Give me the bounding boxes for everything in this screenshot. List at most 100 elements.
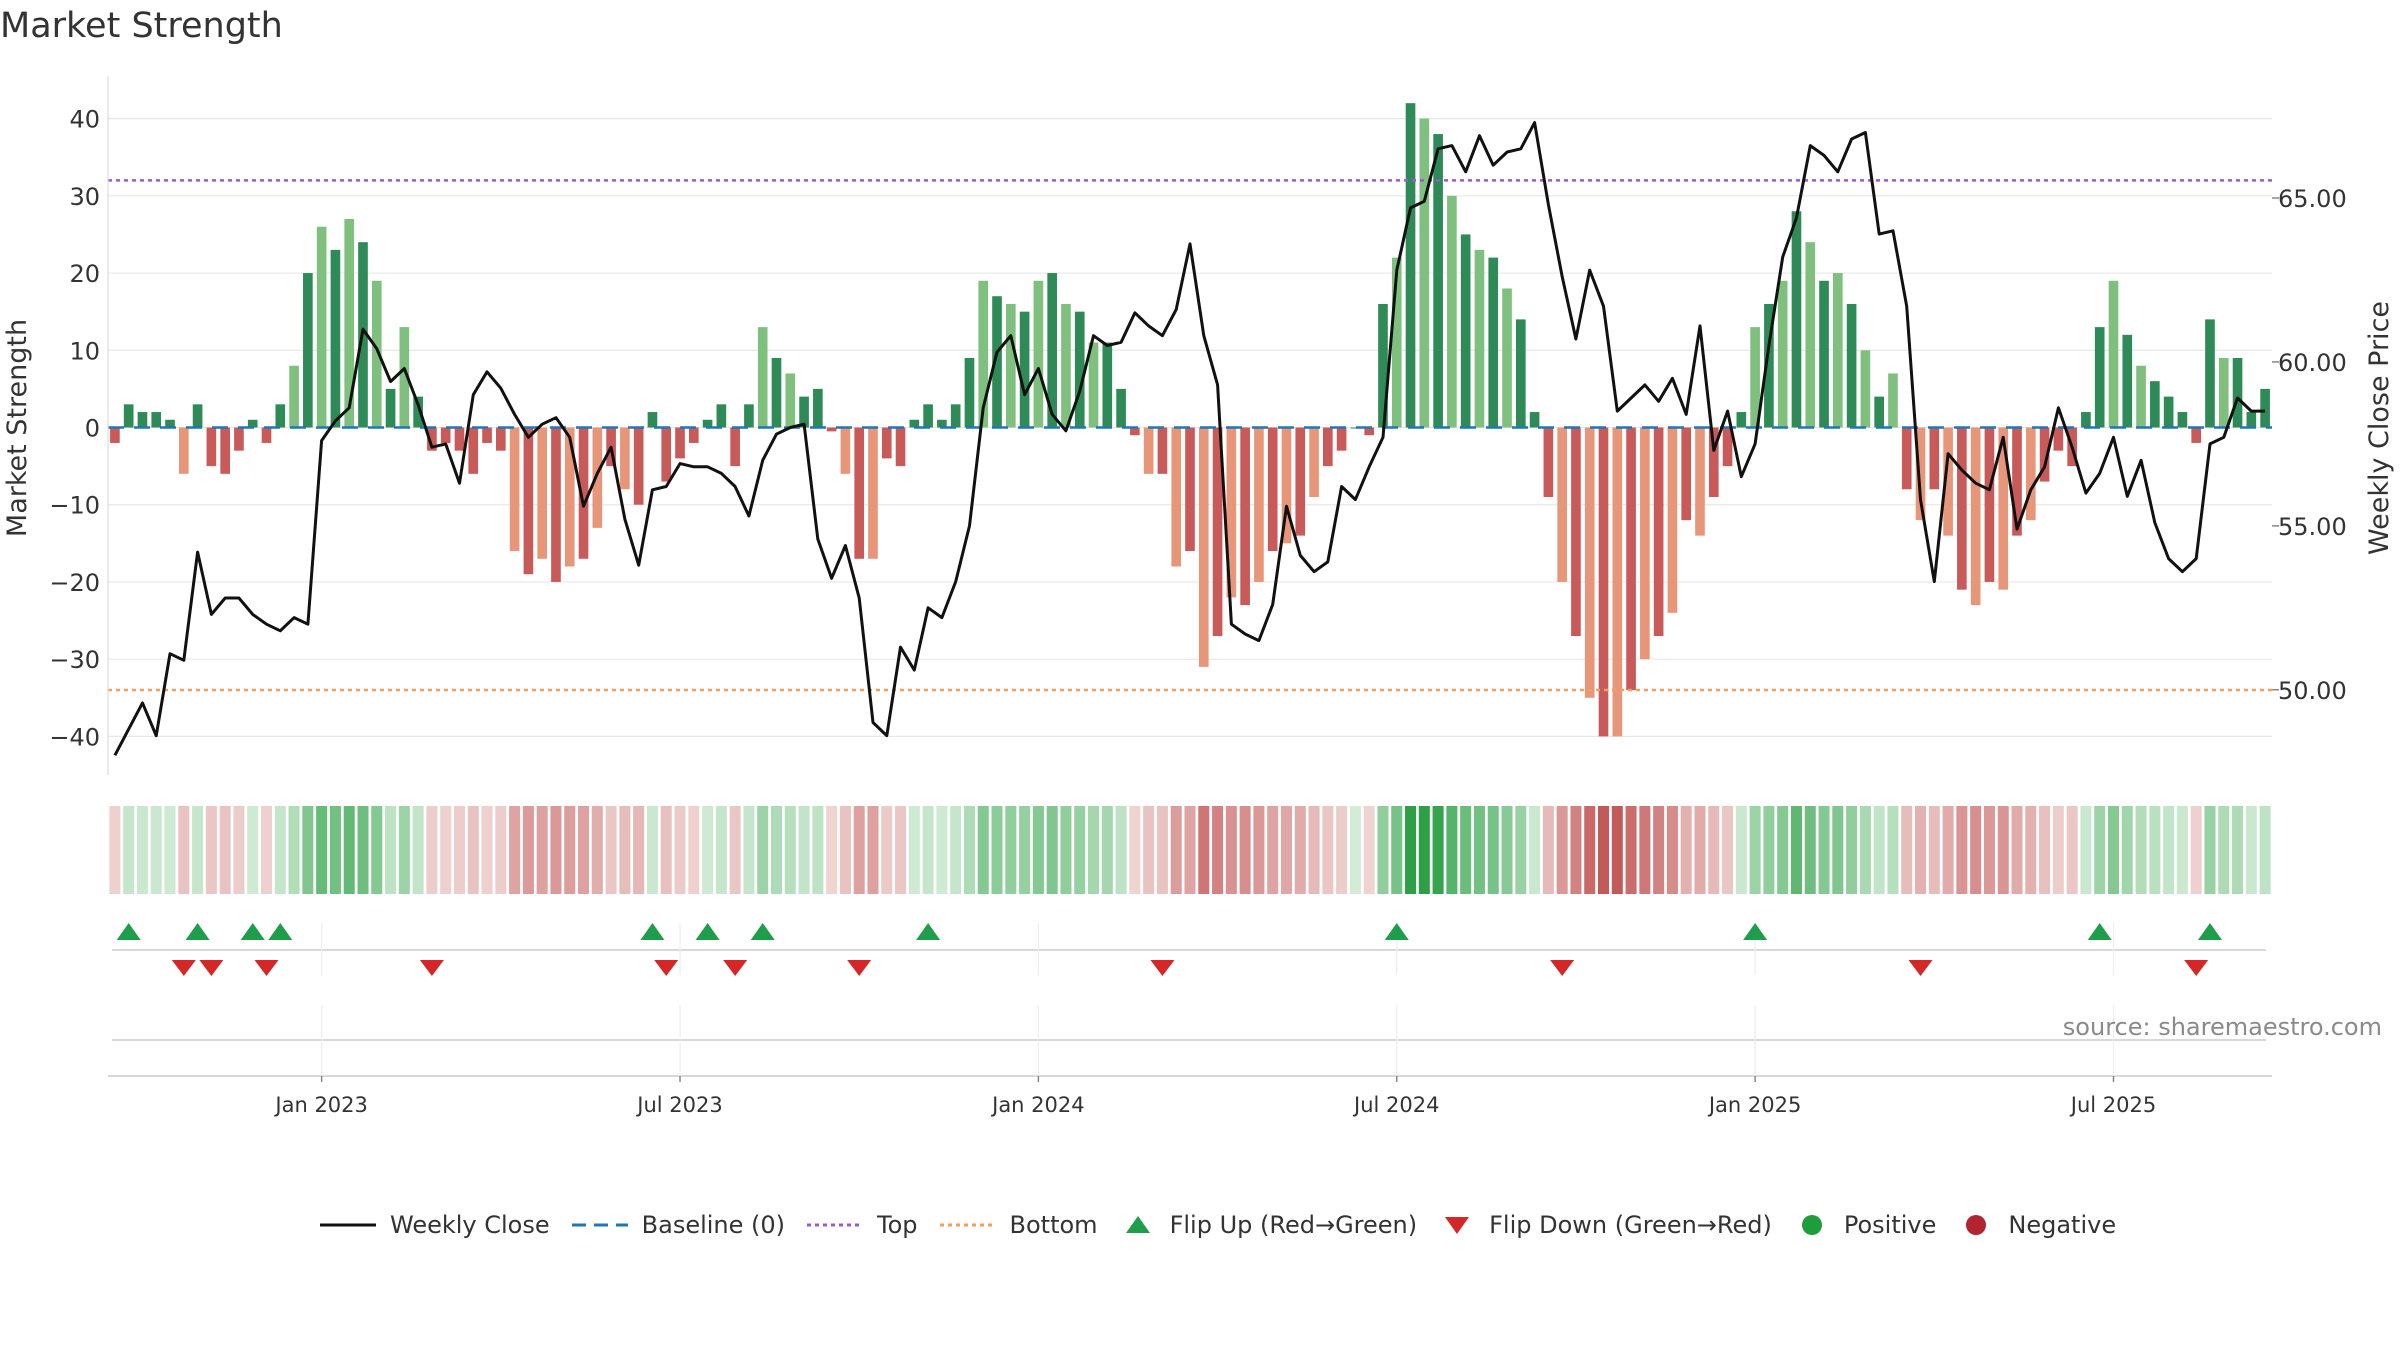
flip-down-marker [199, 960, 224, 976]
strength-bar [537, 427, 548, 559]
legend-label: Baseline (0) [641, 1211, 786, 1239]
heat-cell [1942, 806, 1954, 894]
legend-label: Flip Up (Red→Green) [1169, 1211, 1418, 1239]
strength-bar [1226, 427, 1237, 598]
heat-cell [2135, 806, 2147, 894]
heat-cell [1680, 806, 1692, 894]
heat-cell [2259, 806, 2271, 894]
heat-cell [1170, 806, 1182, 894]
heat-cell [1529, 806, 1541, 894]
strength-bar [881, 427, 892, 459]
heat-cell [1308, 806, 1320, 894]
strength-bar [1791, 211, 1802, 428]
triangle-up-icon [1125, 1216, 1150, 1233]
heat-cell [260, 806, 273, 894]
strength-bar [330, 249, 341, 428]
strength-bar [1708, 427, 1719, 497]
heat-cell [1763, 806, 1775, 894]
strength-bar [275, 404, 286, 428]
strength-bar [2150, 381, 2160, 428]
strength-bar [496, 427, 506, 451]
strength-bar [2163, 396, 2174, 428]
dotted-line-icon [807, 1223, 864, 1227]
right-tick-label: 55.00 [2278, 513, 2347, 541]
heat-cell [288, 806, 300, 894]
heat-cell [578, 806, 590, 894]
strength-bar [440, 427, 451, 443]
heat-cell [757, 806, 769, 894]
heat-cell [619, 806, 631, 894]
left-axis-label: Market Strength [2, 319, 33, 537]
strength-bar [1460, 234, 1471, 428]
flip-up-marker [268, 923, 293, 940]
dotted-line-icon [939, 1223, 996, 1227]
heat-cell [1915, 806, 1927, 894]
legend-item-baseline[interactable]: Baseline (0) [570, 1211, 785, 1239]
axes: 40 30 20 10 0 −10 −20 −30 −40 65.00 60.00 55.00 50.0… [49, 76, 2347, 775]
strength-bar [523, 427, 534, 575]
triangle-down-icon [1445, 1217, 1470, 1234]
heat-cell [2245, 806, 2257, 894]
strength-bar [2177, 412, 2188, 428]
heat-cell [398, 806, 410, 894]
strength-bar [1447, 195, 1457, 428]
right-tick-label: 65.00 [2278, 185, 2347, 213]
legend-item-top[interactable]: Top [805, 1211, 918, 1239]
heat-cell [922, 806, 934, 894]
strength-bar [1543, 427, 1554, 497]
flip-down-marker [254, 960, 279, 976]
strength-bar [192, 404, 203, 428]
heat-cell [1749, 806, 1761, 894]
x-tick-label: Jul 2024 [1352, 1093, 1439, 1117]
flip-down-marker [1150, 960, 1175, 976]
heat-cell [1074, 806, 1086, 894]
legend: Weekly Close Baseline (0) Top Bottom Fli… [318, 1208, 2136, 1242]
strength-bar [1295, 427, 1306, 536]
x-tick-label: Jul 2023 [635, 1093, 722, 1117]
legend-item-negative[interactable]: Negative [1956, 1211, 2116, 1239]
strength-bar [1019, 311, 1030, 428]
legend-item-weekly-close[interactable]: Weekly Close [318, 1211, 550, 1239]
strength-heat-strip [109, 806, 2271, 894]
strength-bar [2260, 388, 2270, 428]
left-tick-label: 0 [85, 415, 100, 443]
flip-down-marker [171, 960, 196, 976]
heat-cell [274, 806, 286, 894]
heat-cell [2080, 806, 2092, 894]
heat-cell [467, 806, 479, 894]
strength-bar [1557, 427, 1567, 582]
heat-cell [509, 806, 521, 894]
heat-cell [192, 806, 204, 894]
strength-bar [234, 427, 244, 451]
legend-item-bottom[interactable]: Bottom [938, 1211, 1098, 1239]
strength-bar [1984, 427, 1995, 582]
strength-bar [1074, 311, 1085, 428]
right-axis-label: Weekly Close Price [2364, 301, 2395, 555]
strength-bar [1777, 280, 1788, 428]
heat-cell [1487, 806, 1499, 894]
heat-cell [1294, 806, 1306, 894]
flip-up-marker [2087, 923, 2112, 940]
heat-cell [1570, 806, 1582, 894]
heat-cell [591, 806, 603, 894]
heat-cell [688, 806, 700, 894]
heat-cell [2149, 806, 2161, 894]
strength-bar [1943, 427, 1953, 536]
strength-bar [2246, 412, 2257, 428]
circle-icon [1801, 1215, 1822, 1235]
heat-cell [453, 806, 465, 894]
flip-down-marker [1550, 960, 1575, 976]
legend-item-flip-down[interactable]: Flip Down (Green→Red) [1437, 1211, 1772, 1239]
legend-item-positive[interactable]: Positive [1792, 1211, 1936, 1239]
legend-item-flip-up[interactable]: Flip Up (Red→Green) [1118, 1211, 1418, 1239]
legend-label: Weekly Close [390, 1211, 550, 1239]
strength-bar [1364, 427, 1375, 436]
heat-cell [1405, 806, 1417, 894]
left-tick-label: 40 [69, 106, 100, 134]
heat-cell [1501, 806, 1513, 894]
heat-cell [426, 806, 438, 894]
left-tick-label: −40 [49, 723, 100, 751]
strength-bar [1515, 319, 1526, 428]
left-tick-label: 30 [69, 183, 100, 211]
heat-cell [1956, 806, 1968, 894]
